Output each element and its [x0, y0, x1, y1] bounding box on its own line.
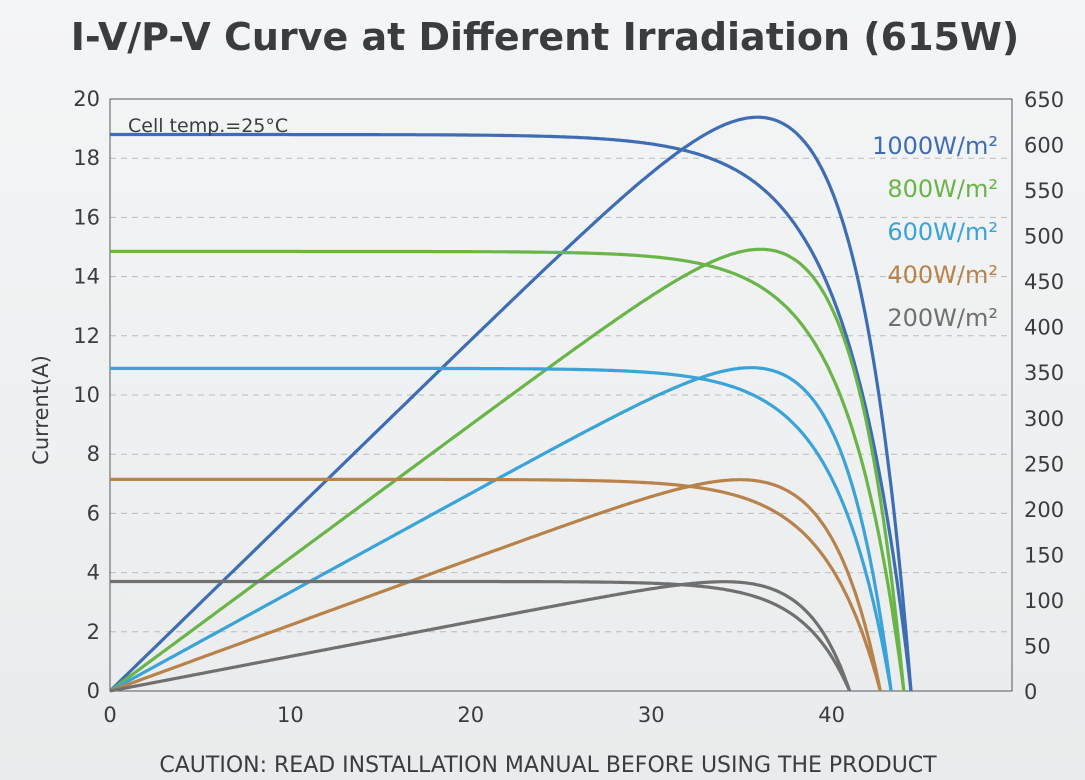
y2-tick-label: 100 [1024, 589, 1064, 613]
x-tick-label: 30 [638, 703, 665, 727]
x-axis-ticks: 0 10 20 30 40 [103, 703, 845, 727]
y2-tick-label: 350 [1024, 361, 1064, 385]
x-tick-label: 0 [103, 703, 116, 727]
y2-tick-label: 500 [1024, 225, 1064, 249]
y2-tick-label: 300 [1024, 407, 1064, 431]
caution-text: CAUTION: READ INSTALLATION MANUAL BEFORE… [159, 753, 937, 778]
y2-tick-label: 450 [1024, 270, 1064, 294]
y2-tick-label: 0 [1024, 680, 1037, 704]
y-tick-label: 8 [87, 442, 100, 466]
y2-tick-label: 250 [1024, 452, 1064, 476]
legend-entry-3: 400W/m² [887, 261, 998, 289]
legend: 1000W/m² 800W/m² 600W/m² 400W/m² 200W/m² [872, 132, 998, 332]
pv-curve-3 [109, 478, 882, 693]
iv-curve-1 [110, 249, 906, 692]
y2-tick-label: 600 [1024, 134, 1064, 158]
cell-temp-annotation: Cell temp.=25°C [128, 115, 288, 137]
legend-entry-4: 200W/m² [887, 304, 998, 332]
y2-tick-label: 400 [1024, 316, 1064, 340]
y-tick-label: 14 [73, 265, 100, 289]
y-tick-label: 2 [87, 620, 100, 644]
y-tick-label: 0 [87, 679, 100, 703]
legend-entry-1: 800W/m² [887, 175, 998, 203]
pv-curve-1 [109, 247, 906, 693]
left-axis-ticks: 0 2 4 6 8 10 12 14 16 18 20 [73, 87, 100, 703]
y-tick-label: 12 [73, 324, 100, 348]
y-tick-label: 16 [73, 205, 100, 229]
chart-title: I-V/P-V Curve at Different Irradiation (… [71, 15, 1020, 59]
y-tick-label: 4 [87, 561, 100, 585]
y2-tick-label: 150 [1024, 543, 1064, 567]
y-tick-label: 10 [73, 383, 100, 407]
y-tick-label: 18 [73, 146, 100, 170]
y2-tick-label: 550 [1024, 179, 1064, 203]
pv-curve-4 [109, 580, 852, 693]
pv-curve-2 [109, 366, 893, 693]
series-curves [108, 115, 913, 693]
pv-curve-0 [108, 115, 913, 693]
legend-entry-0: 1000W/m² [872, 132, 998, 160]
y2-tick-label: 50 [1024, 634, 1051, 658]
iv-curve-4 [110, 579, 852, 692]
iv-curve-0 [110, 132, 913, 692]
y-axis-label: Current(A) [29, 355, 53, 465]
y-tick-label: 20 [73, 87, 100, 111]
x-tick-label: 20 [457, 703, 484, 727]
legend-entry-2: 600W/m² [887, 218, 998, 246]
y2-tick-label: 650 [1024, 88, 1064, 112]
x-tick-label: 10 [277, 703, 304, 727]
y-tick-label: 6 [87, 501, 100, 525]
x-tick-label: 40 [818, 703, 845, 727]
iv-curve-3 [110, 477, 882, 692]
iv-curve-2 [110, 366, 893, 692]
y2-tick-label: 200 [1024, 498, 1064, 522]
right-axis-ticks: 0 50 100 150 200 250 300 350 400 450 500 550 600 650 [1024, 88, 1064, 704]
plot-frame [109, 98, 1013, 692]
